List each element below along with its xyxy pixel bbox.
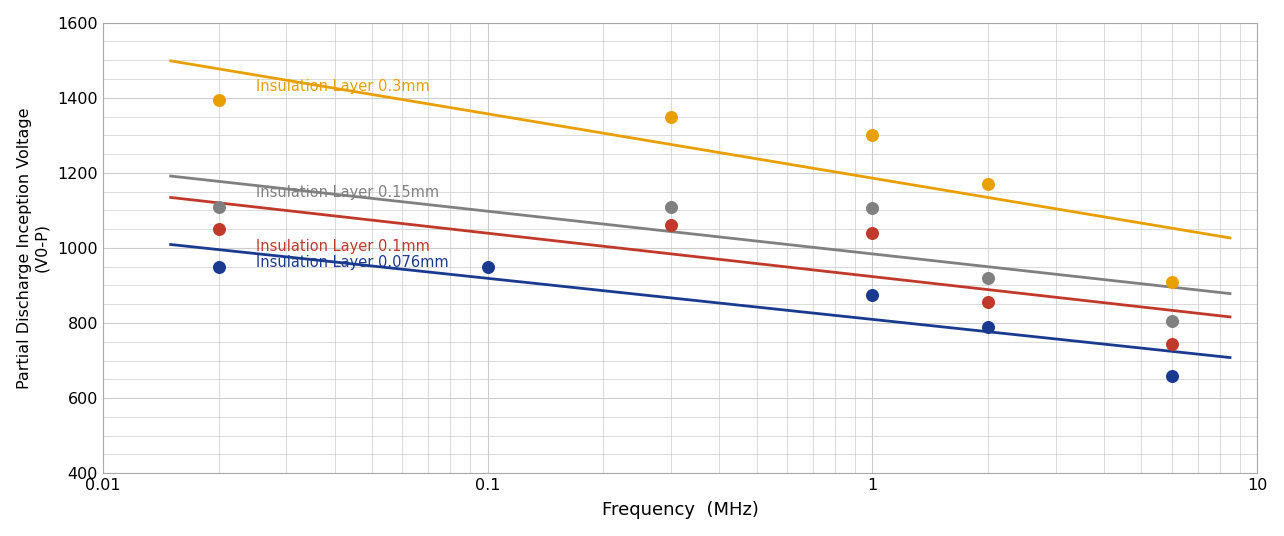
Point: [862, 291, 882, 299]
Point: [862, 131, 882, 139]
Point: [978, 298, 999, 307]
Text: Insulation Layer 0.1mm: Insulation Layer 0.1mm: [256, 239, 430, 254]
Point: [862, 204, 882, 213]
Point: [1162, 371, 1183, 380]
Point: [978, 180, 999, 188]
X-axis label: Frequency  (MHz): Frequency (MHz): [602, 501, 759, 519]
Point: [208, 263, 229, 271]
Text: Insulation Layer 0.076mm: Insulation Layer 0.076mm: [256, 256, 448, 271]
Point: [1162, 339, 1183, 348]
Point: [478, 263, 498, 271]
Point: [978, 274, 999, 282]
Point: [978, 323, 999, 331]
Point: [661, 221, 682, 229]
Y-axis label: Partial Discharge Inception Voltage
(V0-P): Partial Discharge Inception Voltage (V0-…: [17, 107, 49, 389]
Point: [208, 225, 229, 233]
Point: [1162, 317, 1183, 325]
Text: Insulation Layer 0.15mm: Insulation Layer 0.15mm: [256, 185, 439, 200]
Point: [1162, 278, 1183, 286]
Point: [661, 112, 682, 121]
Point: [661, 202, 682, 211]
Point: [208, 202, 229, 211]
Text: Insulation Layer 0.3mm: Insulation Layer 0.3mm: [256, 79, 430, 94]
Point: [862, 228, 882, 237]
Point: [208, 95, 229, 104]
